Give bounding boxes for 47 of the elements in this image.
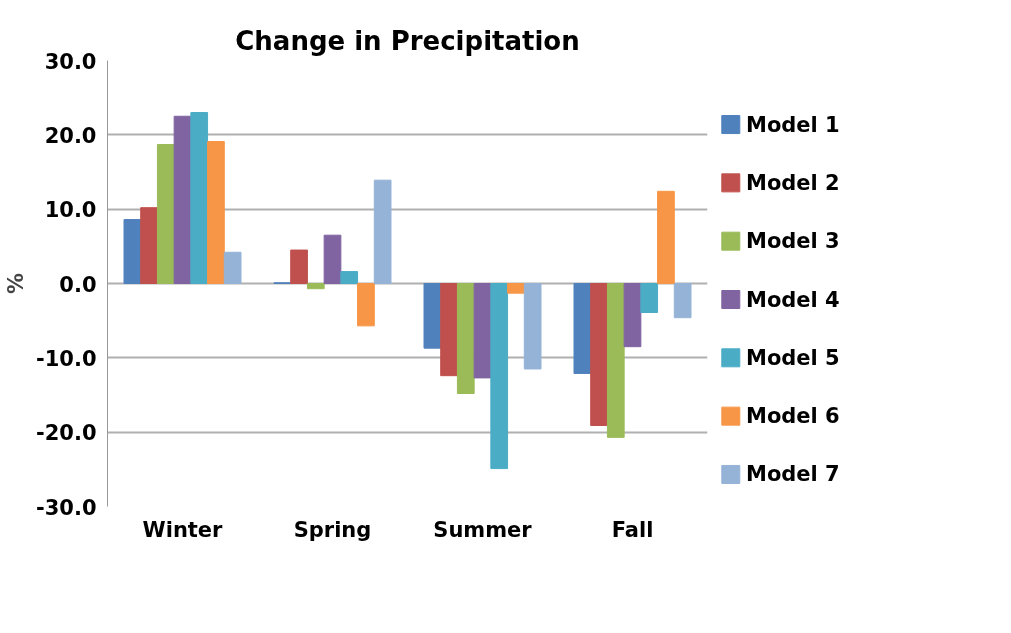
bar	[223, 251, 242, 284]
y-tick-label: -30.0	[35, 495, 97, 520]
y-tick-label: -20.0	[35, 421, 97, 446]
bar	[340, 271, 359, 284]
bar	[657, 190, 675, 284]
y-tick-label: 20.0	[44, 123, 97, 148]
bar	[523, 283, 542, 370]
legend-label: Model 1	[746, 112, 840, 137]
bar	[357, 283, 375, 327]
bar	[123, 219, 142, 284]
chart-title: Change in Precipitation	[235, 25, 580, 56]
x-tick-label: Summer	[433, 517, 533, 542]
bar	[606, 283, 625, 438]
legend-label: Model 5	[746, 345, 840, 370]
bar	[507, 283, 525, 294]
legend-label: Model 4	[746, 287, 840, 312]
bar	[456, 283, 475, 395]
bar	[290, 249, 308, 284]
bar	[640, 283, 659, 313]
bar	[673, 283, 692, 319]
y-tick-label: 0.0	[59, 272, 97, 297]
bar	[573, 283, 592, 374]
bar	[440, 283, 458, 377]
x-tick-label: Fall	[611, 517, 654, 542]
bar	[473, 283, 492, 379]
bar	[306, 283, 325, 290]
x-tick-label: Winter	[142, 517, 224, 542]
bar	[207, 141, 225, 284]
y-axis-title: %	[3, 272, 28, 295]
bar	[190, 112, 209, 284]
bar	[156, 144, 175, 284]
legend-label: Model 3	[746, 229, 840, 254]
bar	[623, 283, 642, 348]
legend-label: Model 6	[746, 404, 840, 429]
bar	[590, 283, 608, 426]
x-tick-label: Spring	[293, 517, 372, 542]
bar	[323, 234, 342, 284]
bar	[173, 115, 192, 284]
bar	[423, 283, 442, 349]
legend-label: Model 2	[746, 170, 840, 195]
bar	[373, 179, 392, 284]
y-tick-label: -10.0	[35, 346, 97, 371]
bar	[140, 207, 158, 284]
y-tick-label: 10.0	[44, 198, 97, 223]
legend-label: Model 7	[746, 462, 840, 487]
y-tick-label: 30.0	[44, 49, 97, 74]
bar	[490, 283, 509, 470]
